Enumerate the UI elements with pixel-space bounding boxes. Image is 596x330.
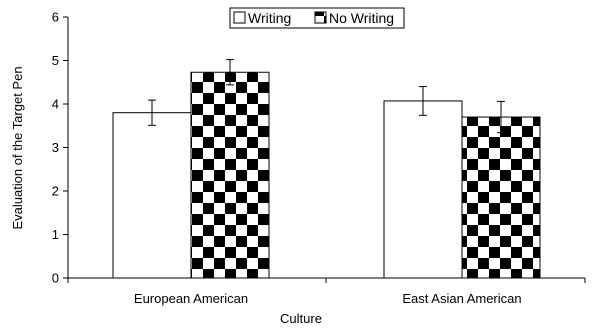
bar-no-writing-0 bbox=[190, 71, 270, 279]
x-axis-title: Culture bbox=[280, 311, 322, 326]
bar-writing-0 bbox=[112, 112, 192, 279]
bar-writing-1 bbox=[383, 100, 463, 279]
x-category-label: East Asian American bbox=[402, 291, 521, 306]
legend-label-writing: Writing bbox=[248, 10, 291, 26]
y-axis-title: Evaluation of the Target Pen bbox=[10, 66, 25, 229]
legend-label-no-writing: No Writing bbox=[329, 10, 394, 26]
legend-swatch-writing bbox=[233, 11, 246, 24]
y-tick-label: 3 bbox=[52, 140, 59, 155]
legend-swatch-no-writing bbox=[314, 11, 327, 24]
y-tick-label: 6 bbox=[52, 10, 59, 25]
x-category-label: European American bbox=[134, 291, 248, 306]
x-axis-labels: European American East Asian American bbox=[67, 278, 586, 306]
bars bbox=[112, 71, 541, 279]
y-tick-label: 2 bbox=[52, 184, 59, 199]
legend: Writing No Writing bbox=[229, 7, 405, 29]
error-bars bbox=[148, 59, 505, 134]
y-tick-label: 4 bbox=[52, 97, 59, 112]
y-tick-label: 1 bbox=[52, 227, 59, 242]
bar-no-writing-1 bbox=[461, 116, 541, 279]
y-tick-label: 0 bbox=[52, 271, 59, 286]
y-tick-label: 5 bbox=[52, 53, 59, 68]
y-axis-ticks: 0 1 2 3 4 5 6 bbox=[52, 10, 68, 286]
